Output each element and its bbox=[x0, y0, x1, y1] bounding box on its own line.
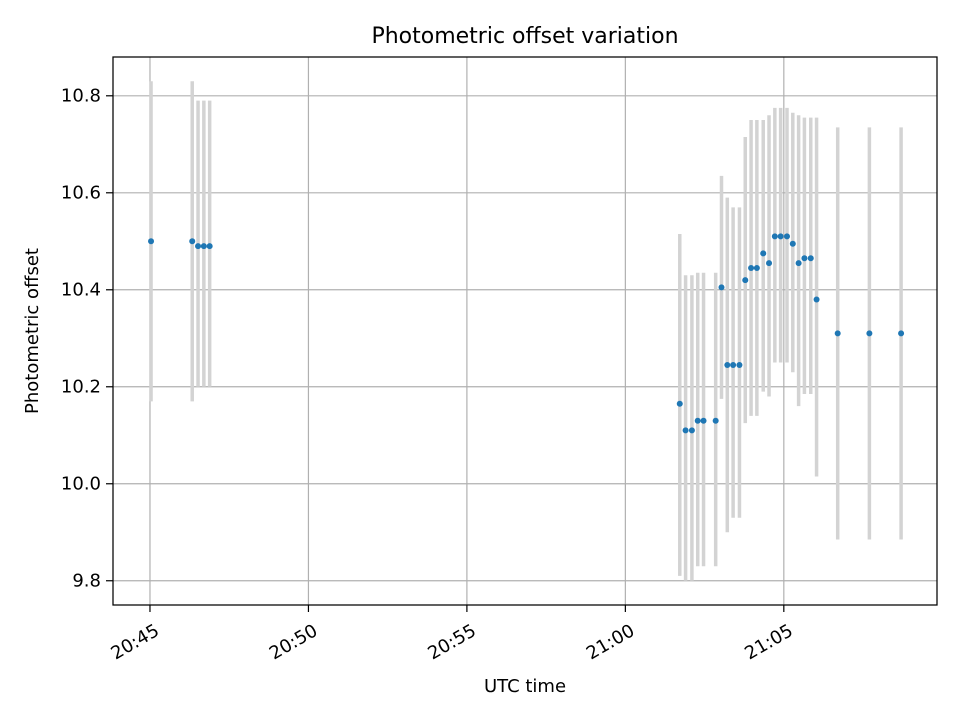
data-point bbox=[783, 233, 790, 240]
data-point bbox=[688, 427, 695, 434]
data-point bbox=[898, 330, 905, 337]
data-point-layer bbox=[148, 233, 905, 434]
data-point bbox=[766, 260, 773, 267]
data-point bbox=[712, 417, 719, 424]
data-point bbox=[682, 427, 689, 434]
y-axis-label: Photometric offset bbox=[22, 248, 43, 414]
data-point bbox=[789, 240, 796, 247]
data-point bbox=[730, 361, 737, 368]
data-point bbox=[753, 264, 760, 271]
y-tick-label: 10.6 bbox=[61, 182, 101, 203]
data-point bbox=[748, 264, 755, 271]
data-point bbox=[148, 238, 155, 245]
y-tick-label: 9.8 bbox=[72, 570, 101, 591]
data-point bbox=[189, 238, 196, 245]
y-tick-label: 10.8 bbox=[61, 85, 101, 106]
chart-title: Photometric offset variation bbox=[371, 24, 678, 49]
data-point bbox=[700, 417, 707, 424]
data-point bbox=[795, 260, 802, 267]
data-point bbox=[807, 255, 814, 262]
data-point bbox=[742, 277, 749, 284]
x-axis-label: UTC time bbox=[484, 676, 566, 697]
data-point bbox=[834, 330, 841, 337]
data-point bbox=[760, 250, 767, 257]
data-point bbox=[866, 330, 873, 337]
data-point bbox=[813, 296, 820, 303]
data-point bbox=[771, 233, 778, 240]
data-point bbox=[801, 255, 808, 262]
data-point bbox=[694, 417, 701, 424]
data-point bbox=[676, 400, 683, 407]
plot-frame bbox=[112, 56, 938, 606]
y-axis-ticks: 9.8 10.0 10.2 10.4 10.6 10.8 bbox=[61, 85, 113, 591]
data-point bbox=[200, 243, 207, 250]
data-point bbox=[736, 361, 743, 368]
y-tick-label: 10.0 bbox=[61, 473, 101, 494]
y-tick-label: 10.4 bbox=[61, 279, 101, 300]
data-point bbox=[777, 233, 784, 240]
data-point bbox=[724, 361, 731, 368]
data-point bbox=[206, 243, 213, 250]
y-tick-label: 10.2 bbox=[61, 376, 101, 397]
data-point bbox=[195, 243, 202, 250]
data-point bbox=[718, 284, 725, 291]
